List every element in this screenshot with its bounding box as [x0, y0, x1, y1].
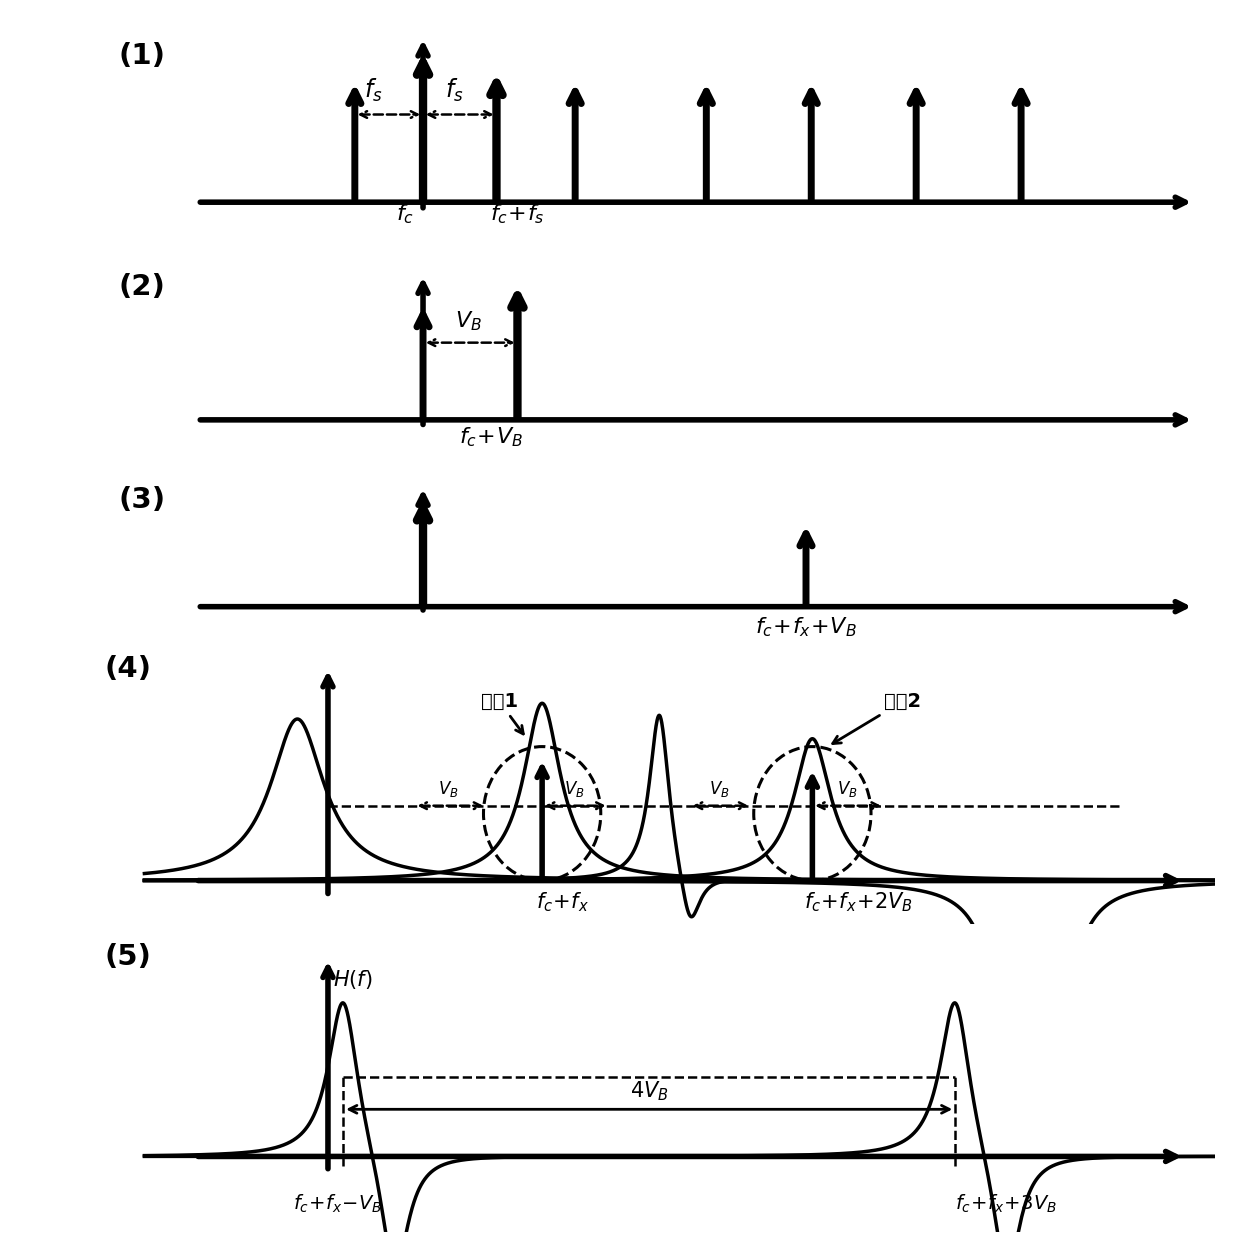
Text: $f_c\!+\!f_s$: $f_c\!+\!f_s$: [490, 202, 544, 226]
Text: (2): (2): [119, 273, 165, 302]
Text: $f_s$: $f_s$: [445, 77, 464, 104]
Text: $f_c\!+\!f_x\!+\!2V_B$: $f_c\!+\!f_x\!+\!2V_B$: [804, 890, 913, 914]
Text: (5): (5): [104, 943, 151, 972]
Text: $f_c$: $f_c$: [396, 202, 414, 226]
Text: $V_B$: $V_B$: [438, 779, 459, 799]
Text: $4V_B$: $4V_B$: [630, 1079, 668, 1102]
Text: (1): (1): [119, 41, 166, 69]
Text: 泵浦2: 泵浦2: [833, 693, 921, 744]
Text: $V_B$: $V_B$: [455, 309, 481, 333]
Text: $f_s$: $f_s$: [365, 77, 383, 104]
Text: $f_c\!+\!V_B$: $f_c\!+\!V_B$: [459, 426, 523, 449]
Text: 泵浦1: 泵浦1: [481, 693, 523, 734]
Text: $f_c\!+\!f_x\!+\!V_B$: $f_c\!+\!f_x\!+\!V_B$: [755, 616, 857, 640]
Text: $f_c\!+\!f_x$: $f_c\!+\!f_x$: [536, 890, 589, 914]
Text: (4): (4): [104, 655, 151, 683]
Text: $f_c\!+\!f_x\!-\!V_B$: $f_c\!+\!f_x\!-\!V_B$: [294, 1192, 383, 1214]
Text: (3): (3): [119, 485, 166, 514]
Text: $f_c\!+\!f_x\!+\!3V_B$: $f_c\!+\!f_x\!+\!3V_B$: [955, 1192, 1056, 1214]
Text: $V_B$: $V_B$: [709, 779, 730, 799]
Text: $V_B$: $V_B$: [837, 779, 857, 799]
Text: $V_B$: $V_B$: [564, 779, 585, 799]
Text: $H(f)$: $H(f)$: [334, 968, 372, 991]
